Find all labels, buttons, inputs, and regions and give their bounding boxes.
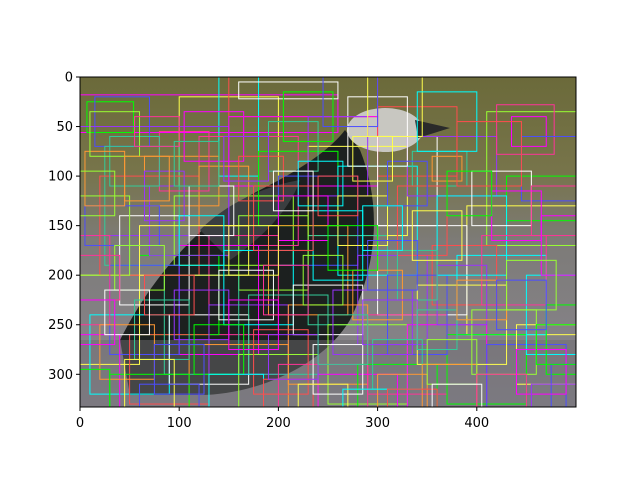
bounding-box	[297, 383, 349, 407]
y-tick-label: 100	[48, 170, 73, 185]
bounding-box	[80, 235, 111, 326]
bounding-box	[178, 215, 225, 266]
bounding-box	[80, 299, 116, 346]
bounding-box	[228, 225, 279, 276]
bounding-box	[238, 155, 284, 202]
bounding-box	[317, 314, 369, 365]
bounding-box	[362, 205, 403, 251]
bounding-box	[302, 254, 344, 306]
plot-frame	[79, 76, 577, 408]
bounding-box	[80, 368, 111, 407]
bounding-box	[506, 259, 557, 311]
bounding-box	[277, 195, 329, 242]
bounding-box	[476, 373, 527, 407]
x-axis: 0 100 200 300 400	[76, 407, 489, 431]
bounding-box	[317, 175, 359, 217]
bounding-box	[89, 111, 141, 157]
bounding-box	[511, 116, 547, 147]
bounding-box	[496, 279, 547, 331]
bounding-box	[282, 91, 334, 142]
bounding-box	[446, 170, 493, 217]
bounding-box	[352, 135, 393, 182]
bounding-box	[387, 160, 428, 207]
bounding-box	[139, 383, 200, 407]
bounding-box	[327, 225, 379, 271]
x-tick-label: 200	[266, 416, 291, 431]
bounding-box	[431, 383, 483, 407]
bounding-box	[312, 344, 364, 395]
bounding-box	[253, 329, 309, 395]
bounding-box	[80, 170, 116, 217]
bounding-box	[515, 349, 567, 395]
bounding-box	[377, 373, 428, 407]
bounding-box	[367, 77, 423, 137]
bounding-box	[297, 160, 344, 207]
bird-beak-shape	[415, 120, 450, 138]
bounding-box	[416, 309, 458, 351]
bounding-box	[272, 170, 314, 212]
x-tick-label: 0	[76, 416, 84, 431]
bounding-box	[263, 264, 309, 316]
bounding-box	[218, 269, 274, 321]
bounding-box	[86, 101, 135, 133]
bounding-box	[143, 170, 185, 222]
x-tick-label: 100	[167, 416, 192, 431]
x-tick-label: 400	[464, 416, 489, 431]
bounding-box	[411, 210, 463, 261]
x-tick-label: 300	[365, 416, 390, 431]
bounding-boxes	[80, 77, 576, 407]
bounding-box	[104, 289, 150, 336]
bounding-box	[134, 116, 180, 147]
y-tick-label: 300	[48, 368, 73, 383]
y-tick-label: 0	[65, 71, 73, 86]
bounding-box	[153, 344, 205, 395]
bounding-box	[80, 195, 131, 276]
bounding-box	[322, 77, 379, 128]
y-axis: 0 50 100 150 200 250 300	[48, 71, 80, 383]
bounding-box	[396, 185, 448, 256]
bounding-box	[223, 135, 269, 182]
bounding-box	[387, 388, 438, 407]
bird-wing-shape	[200, 180, 300, 260]
bounding-box	[357, 363, 438, 407]
bird-head-shape	[347, 108, 423, 152]
photo-image	[80, 77, 576, 407]
y-tick-label: 150	[48, 219, 73, 234]
bounding-box	[540, 215, 576, 276]
y-tick-label: 250	[48, 318, 73, 333]
y-tick-label: 50	[56, 120, 73, 135]
bounding-box	[124, 155, 170, 202]
bounding-box	[456, 121, 522, 187]
bounding-box	[173, 140, 220, 187]
bounding-box	[486, 111, 576, 246]
bounding-box	[496, 104, 555, 155]
bounding-box	[124, 358, 175, 407]
y-tick-label: 200	[48, 269, 73, 284]
bounding-box	[143, 274, 195, 316]
bounding-box	[238, 81, 339, 100]
bounding-box	[481, 235, 547, 306]
bounding-box	[367, 240, 418, 291]
bounding-box	[535, 324, 576, 365]
